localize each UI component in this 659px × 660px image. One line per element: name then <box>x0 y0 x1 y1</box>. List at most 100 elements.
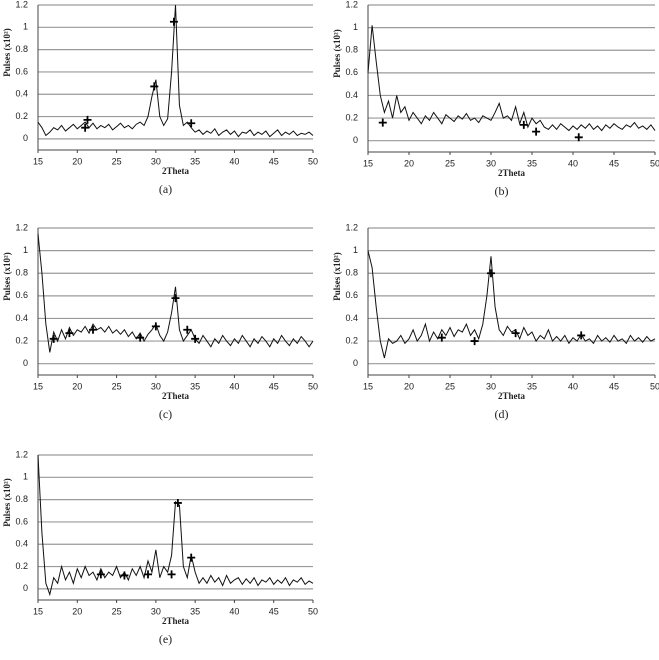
peak-marker <box>83 115 92 124</box>
x-tick-label: 45 <box>269 156 279 166</box>
x-axis-label: 2Theta <box>162 616 190 626</box>
panel: 0 0.2 0.4 0.6 0.8 1 1.2 15 20 25 30 35 40 45 50 Pulses … <box>332 222 659 420</box>
x-tick-label: 35 <box>190 606 200 616</box>
y-tick-label: 0.4 <box>345 313 358 323</box>
peak-marker <box>171 294 180 303</box>
x-tick-label: 25 <box>112 381 122 391</box>
y-tick-label: 1.2 <box>345 222 358 232</box>
peak-marker <box>574 133 583 142</box>
data-line <box>367 25 656 132</box>
data-line <box>37 4 314 138</box>
y-tick-label: 0.4 <box>15 313 28 323</box>
peak-marker <box>187 119 196 128</box>
x-tick-label: 50 <box>308 381 318 391</box>
x-tick-label: 40 <box>568 381 578 391</box>
y-axis-label: Pulses (x10²) <box>2 28 12 76</box>
y-tick-label: 0.6 <box>15 66 28 76</box>
x-tick-label: 20 <box>404 158 414 168</box>
x-tick-label: 40 <box>229 156 239 166</box>
y-axis-label: Pulses (x10²) <box>2 478 12 526</box>
y-tick-label: 0.6 <box>15 516 28 526</box>
y-tick-label: 0 <box>353 358 358 368</box>
x-tick-label: 50 <box>308 156 318 166</box>
x-tick-label: 35 <box>190 156 200 166</box>
x-tick-label: 35 <box>190 381 200 391</box>
caption: (c) <box>159 407 172 421</box>
peak-marker <box>49 334 58 343</box>
caption: (a) <box>159 182 172 196</box>
peak-marker <box>169 17 178 26</box>
x-tick-label: 50 <box>308 606 318 616</box>
peak-marker <box>378 118 387 127</box>
y-tick-label: 0 <box>353 135 358 145</box>
y-tick-label: 0.8 <box>15 44 28 54</box>
peak-marker <box>136 333 145 342</box>
x-tick-label: 35 <box>527 381 537 391</box>
y-tick-label: 1.2 <box>15 0 28 9</box>
data-line <box>37 233 314 353</box>
y-tick-label: 1.2 <box>15 449 28 459</box>
x-tick-label: 50 <box>650 158 659 168</box>
peak-marker <box>191 334 200 343</box>
peak-marker <box>487 269 495 278</box>
y-tick-label: 1 <box>353 22 358 32</box>
y-tick-label: 0.6 <box>15 290 28 300</box>
x-tick-label: 40 <box>229 606 239 616</box>
x-axis-label: 2Theta <box>162 391 190 401</box>
panel: 0 0.2 0.4 0.6 0.8 1 1.2 15 20 25 30 35 40 45 50 Pulses … <box>2 222 318 420</box>
y-tick-label: 0.8 <box>345 45 358 55</box>
x-tick-label: 15 <box>363 381 373 391</box>
x-tick-label: 20 <box>404 381 414 391</box>
data-line <box>367 250 656 359</box>
x-tick-label: 30 <box>151 156 161 166</box>
x-tick-label: 35 <box>527 158 537 168</box>
peak-marker <box>89 325 97 334</box>
y-tick-label: 0.8 <box>15 494 28 504</box>
x-tick-label: 40 <box>568 158 578 168</box>
peak-marker <box>151 322 160 331</box>
peak-marker <box>65 329 74 338</box>
x-tick-label: 50 <box>650 381 659 391</box>
peak-marker <box>81 123 90 132</box>
y-tick-label: 0.6 <box>345 67 358 77</box>
peak-marker <box>183 325 192 334</box>
x-tick-label: 25 <box>112 156 122 166</box>
y-tick-label: 0.2 <box>15 111 28 121</box>
x-axis-label: 2Theta <box>498 168 526 178</box>
x-tick-label: 20 <box>72 156 82 166</box>
y-tick-label: 0.4 <box>15 539 28 549</box>
y-tick-label: 0.2 <box>15 561 28 571</box>
y-tick-label: 0.4 <box>15 89 28 99</box>
x-axis-label: 2Theta <box>162 166 190 176</box>
peak-marker <box>511 329 520 338</box>
caption: (e) <box>159 632 172 646</box>
y-tick-label: 0.6 <box>345 290 358 300</box>
y-tick-label: 0 <box>23 583 28 593</box>
x-tick-label: 30 <box>151 606 161 616</box>
x-tick-label: 45 <box>609 381 619 391</box>
y-tick-label: 1.2 <box>345 0 358 9</box>
peak-marker <box>120 571 129 580</box>
y-tick-label: 1 <box>353 245 358 255</box>
peak-marker <box>519 120 528 129</box>
x-tick-label: 20 <box>72 606 82 616</box>
y-tick-label: 0.2 <box>345 112 358 122</box>
peak-marker <box>96 570 105 579</box>
peak-marker <box>532 127 541 136</box>
x-tick-label: 15 <box>33 381 43 391</box>
y-tick-label: 1 <box>23 472 28 482</box>
y-tick-label: 0.8 <box>345 268 358 278</box>
x-tick-label: 45 <box>269 606 279 616</box>
peak-marker <box>144 570 152 579</box>
peak-marker <box>577 331 586 340</box>
peak-marker <box>173 498 182 507</box>
x-tick-label: 25 <box>445 381 455 391</box>
panel: 0 0.2 0.4 0.6 0.8 1 1.2 15 20 25 30 35 40 45 50 Pulses … <box>2 449 318 645</box>
peak-marker <box>150 82 159 91</box>
x-tick-label: 45 <box>269 381 279 391</box>
x-tick-label: 25 <box>445 158 455 168</box>
y-tick-label: 0.2 <box>345 335 358 345</box>
x-tick-label: 15 <box>363 158 373 168</box>
panel: 0 0.2 0.4 0.6 0.8 1 1.2 15 20 25 30 35 40 45 50 Pulses … <box>2 0 318 196</box>
